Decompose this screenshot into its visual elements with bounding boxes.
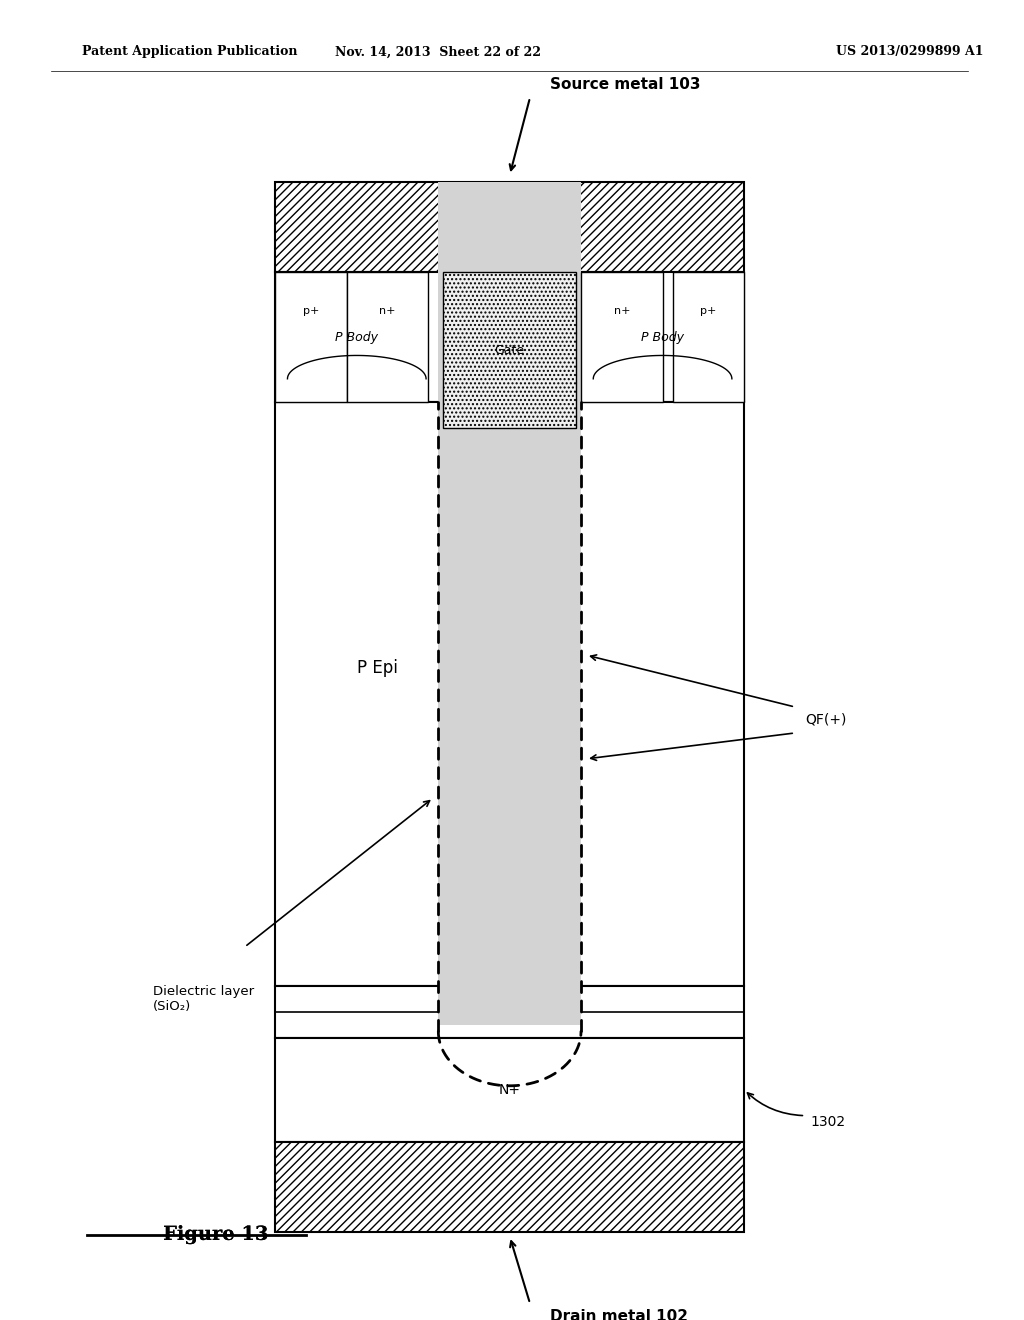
Bar <box>438 182 581 1024</box>
Text: Nov. 14, 2013  Sheet 22 of 22: Nov. 14, 2013 Sheet 22 of 22 <box>335 45 542 58</box>
Bar <box>275 272 744 403</box>
Bar <box>275 182 744 272</box>
Bar <box>275 1142 744 1233</box>
Text: Figure 13: Figure 13 <box>163 1226 268 1243</box>
Text: 1302: 1302 <box>810 1115 846 1129</box>
Text: n+: n+ <box>613 306 630 317</box>
Text: p+: p+ <box>303 306 319 317</box>
Text: P Body: P Body <box>641 331 684 343</box>
Bar <box>673 272 744 403</box>
Text: Dielectric layer
(SiO₂): Dielectric layer (SiO₂) <box>153 985 254 1012</box>
Text: p+: p+ <box>700 306 717 317</box>
Text: N+: N+ <box>499 1082 520 1097</box>
Text: QF(+): QF(+) <box>805 713 847 727</box>
Bar <box>581 272 663 403</box>
Text: Drain metal 102: Drain metal 102 <box>551 1309 688 1320</box>
Bar <box>275 1038 744 1142</box>
Text: P Body: P Body <box>335 331 378 343</box>
Text: P Epi: P Epi <box>356 659 397 677</box>
Bar <box>443 272 575 428</box>
Bar <box>275 272 346 403</box>
Bar <box>275 986 744 1038</box>
Text: Gate: Gate <box>495 343 524 356</box>
Bar <box>275 403 744 986</box>
Text: Patent Application Publication: Patent Application Publication <box>82 45 297 58</box>
Text: n+: n+ <box>379 306 395 317</box>
Text: US 2013/0299899 A1: US 2013/0299899 A1 <box>836 45 983 58</box>
Text: Source metal 103: Source metal 103 <box>551 77 701 92</box>
Bar <box>346 272 428 403</box>
